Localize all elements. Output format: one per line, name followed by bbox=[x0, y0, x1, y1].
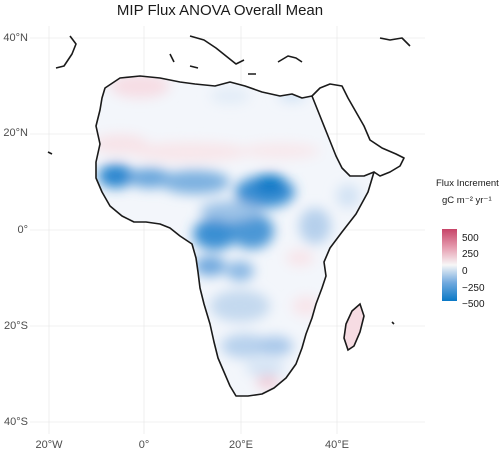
legend-tick-0: 0 bbox=[462, 266, 468, 277]
madagascar bbox=[343, 302, 365, 352]
lon-label-20w: 20°W bbox=[35, 439, 63, 451]
legend-colorbar bbox=[442, 229, 457, 301]
legend-unit: gC m⁻² yr⁻¹ bbox=[442, 195, 492, 206]
africa-coastline bbox=[95, 75, 375, 397]
legend: Flux Increment gC m⁻² yr⁻¹ 500 250 0 −25… bbox=[436, 178, 500, 310]
legend-tick-250: 250 bbox=[462, 249, 479, 260]
mauritius bbox=[391, 321, 395, 325]
cape-verde bbox=[47, 151, 53, 155]
lat-label-20n: 20°N bbox=[3, 127, 28, 139]
lon-label-20e: 20°E bbox=[229, 439, 253, 451]
lon-label-40e: 40°E bbox=[325, 439, 349, 451]
legend-title: Flux Increment bbox=[436, 178, 499, 189]
lat-label-20s: 20°S bbox=[4, 320, 28, 332]
lat-label-40n: 40°N bbox=[3, 32, 28, 44]
map-panel bbox=[30, 26, 425, 434]
arabia-coastline bbox=[311, 83, 405, 177]
map-title: MIP Flux ANOVA Overall Mean bbox=[116, 2, 324, 19]
mediterranean-islands bbox=[169, 53, 256, 75]
europe-coastline bbox=[55, 35, 411, 69]
lon-label-0: 0° bbox=[138, 439, 150, 451]
lat-label-40s: 40°S bbox=[4, 416, 28, 428]
legend-tick-minus-250: −250 bbox=[462, 283, 485, 294]
lat-label-0: 0° bbox=[17, 224, 28, 236]
legend-tick-minus-500: −500 bbox=[462, 299, 485, 310]
legend-tick-500: 500 bbox=[462, 233, 479, 244]
